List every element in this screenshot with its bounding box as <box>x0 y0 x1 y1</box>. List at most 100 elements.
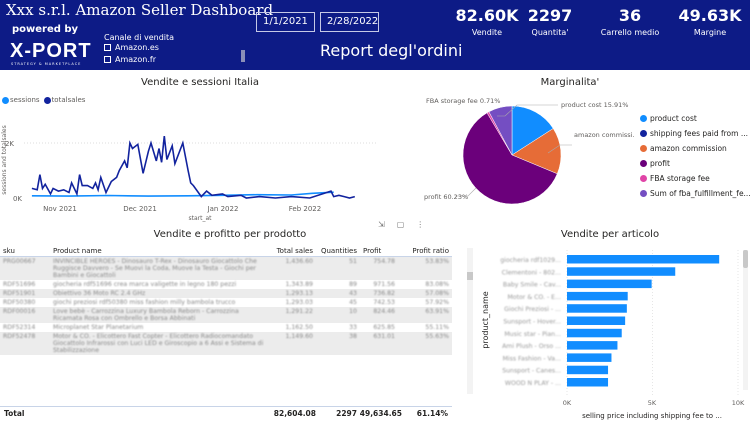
bar-category-label: WOOD N PLAY - ... <box>505 380 561 387</box>
line-chart-title: Vendite e sessioni Italia <box>141 77 259 88</box>
legend-fba-fulfillment[interactable]: Sum of fba_fulfillment_fe... <box>640 186 750 201</box>
bar[interactable] <box>567 291 628 301</box>
kpi-margine: 49.63K Margine <box>678 6 742 37</box>
table-row[interactable]: RDF51901 Obiettivo 36 Moto RC 2.4 GHz 1,29… <box>0 289 452 298</box>
table-row[interactable]: RDF52478 Motor & CO. - Elicottero Fast Co… <box>0 332 452 355</box>
xport-logo: X-PORT <box>10 40 92 62</box>
col-profit[interactable]: Profit <box>363 247 382 255</box>
table-row[interactable]: RDF52314 Microplanet Star Planetarium 1,16… <box>0 323 452 332</box>
scrollbar-thumb[interactable] <box>743 250 748 268</box>
bar-chart-left-scrollbar[interactable] <box>467 248 473 394</box>
more-options-icon[interactable]: ⋮ <box>416 220 425 229</box>
x-tick: 10K <box>732 399 745 407</box>
total-profit-value: 49,634.65 <box>359 409 402 418</box>
pie-label-fba-storage: FBA storage fee 0.71% <box>426 97 500 105</box>
cell-profit-ratio: 57.08% <box>425 290 449 297</box>
bar-category-label: Motor & CO. - E... <box>507 294 561 301</box>
slicer-option-amazon-fr[interactable]: Amazon.fr <box>104 55 156 64</box>
series-dot-icon <box>43 96 51 104</box>
bar[interactable] <box>567 378 609 387</box>
legend-fba-storage-fee[interactable]: FBA storage fee <box>640 171 750 186</box>
cell-sku: PRG00667 <box>3 258 36 265</box>
legend-sessions[interactable]: sessions <box>2 96 40 104</box>
legend-product-cost[interactable]: product cost <box>640 111 750 126</box>
series-line-sessions[interactable] <box>31 191 334 197</box>
slicer-option-amazon-es[interactable]: Amazon.es <box>104 43 159 52</box>
scrollbar-thumb[interactable] <box>467 272 473 280</box>
kpi-carrello-medio: 36 Carrello medio <box>600 6 660 37</box>
cell-total-sales: 1,162.50 <box>285 324 313 331</box>
cell-profit-ratio: 55.63% <box>425 333 449 340</box>
legend-totalsales[interactable]: totalsales <box>43 96 85 104</box>
focus-mode-icon[interactable]: ▢ <box>396 220 405 229</box>
bar[interactable] <box>567 304 627 313</box>
cell-sku: RDF00016 <box>3 308 36 315</box>
cell-total-sales: 1,293.13 <box>285 290 313 297</box>
series-dot-icon <box>640 190 647 197</box>
table-row[interactable]: RDF00016 Love bebè - Carrozzina Luxury Ba… <box>0 307 452 323</box>
col-profit-ratio[interactable]: Profit ratio <box>412 247 449 255</box>
y-axis-title: product_name <box>481 291 490 349</box>
cell-quantities: 10 <box>349 308 357 315</box>
kpi-vendite: 82.60K Vendite <box>455 6 519 37</box>
powered-by-label: powered by <box>12 24 79 35</box>
pie-legend: product cost shipping fees paid from ...… <box>640 111 750 201</box>
table-row[interactable]: RDF50380 giochi preziosi rdf50380 miss fa… <box>0 298 452 307</box>
legend-amazon-commission[interactable]: amazon commission <box>640 141 750 156</box>
cell-total-sales: 1,343.89 <box>285 281 313 288</box>
series-dot-icon <box>640 115 647 122</box>
checkbox-icon[interactable] <box>104 56 111 63</box>
sales-profit-table: sku Product name Total sales Quantities … <box>0 246 452 355</box>
pie-slice-sum-of-fba-fulfillment-fe-[interactable] <box>488 105 513 156</box>
pie-slice-product-cost[interactable] <box>511 105 554 156</box>
slicer-scrollbar[interactable] <box>241 50 245 62</box>
cell-sku: RDF50380 <box>3 299 36 306</box>
col-product-name[interactable]: Product name <box>53 247 102 255</box>
bar-category-label: Sunsport - Hover... <box>503 319 561 326</box>
series-dot-icon <box>640 130 647 137</box>
series-dot-icon <box>2 96 9 104</box>
bar[interactable] <box>567 267 676 276</box>
total-profit-ratio-value: 61.14% <box>416 409 448 418</box>
line-chart: sessions and totalsales 2K 0K Nov 2021 D… <box>1 125 376 222</box>
pie-slice-profit[interactable] <box>462 112 558 205</box>
cell-product-name: giocheria rdf51696 crea marca valigette … <box>53 281 237 288</box>
cell-total-sales: 1,291.22 <box>285 308 313 315</box>
table-row[interactable]: RDF51696 giocheria rdf51696 crea marca va… <box>0 280 452 289</box>
bar[interactable] <box>567 255 720 264</box>
xport-logo-subtitle: STRATEGY & MARKETPLACE <box>11 62 82 66</box>
date-from-input[interactable]: 1/1/2021 <box>256 12 315 32</box>
bar[interactable] <box>567 341 618 350</box>
bar[interactable] <box>567 279 652 289</box>
visual-header-toolbar: ⇲ ▢ ⋮ <box>378 220 424 229</box>
pie-slice-amazon-commission[interactable] <box>511 128 562 175</box>
checkbox-icon[interactable] <box>104 44 111 51</box>
x-tick: 0K <box>563 399 572 407</box>
legend-shipping-fees[interactable]: shipping fees paid from ... <box>640 126 750 141</box>
filter-icon[interactable]: ⇲ <box>378 220 385 229</box>
bar-category-label: Giochi Preziosi - ... <box>504 306 561 313</box>
label-leader <box>547 144 572 154</box>
bar[interactable] <box>567 328 622 338</box>
cell-total-sales: 1,149.60 <box>285 333 313 340</box>
table-row[interactable]: PRG00667 INVINCIBLE HEROES - Dinosauro T-… <box>0 256 452 280</box>
legend-profit[interactable]: profit <box>640 156 750 171</box>
cell-profit: 754.78 <box>373 258 395 265</box>
x-axis-title: start_at <box>188 215 212 222</box>
bar-category-label: Sunsport - Canes... <box>502 368 561 375</box>
bar[interactable] <box>567 353 612 362</box>
bar[interactable] <box>567 365 609 375</box>
series-dot-icon <box>640 175 647 182</box>
col-sku[interactable]: sku <box>3 247 15 255</box>
pie-chart: product cost 15.91% amazon commissi... 1… <box>424 97 635 205</box>
series-line-totalsales[interactable] <box>31 136 356 199</box>
kpi-quantita: 2297 Quantita' <box>527 6 573 37</box>
col-total-sales[interactable]: Total sales <box>276 247 313 255</box>
series-dot-icon <box>640 145 647 152</box>
bar-chart-right-scrollbar[interactable] <box>743 250 748 390</box>
date-to-input[interactable]: 2/28/2022 <box>320 12 379 32</box>
series-dot-icon <box>640 160 647 167</box>
cell-quantities: 43 <box>349 290 357 297</box>
bar[interactable] <box>567 316 626 326</box>
col-quantities[interactable]: Quantities <box>320 247 357 255</box>
